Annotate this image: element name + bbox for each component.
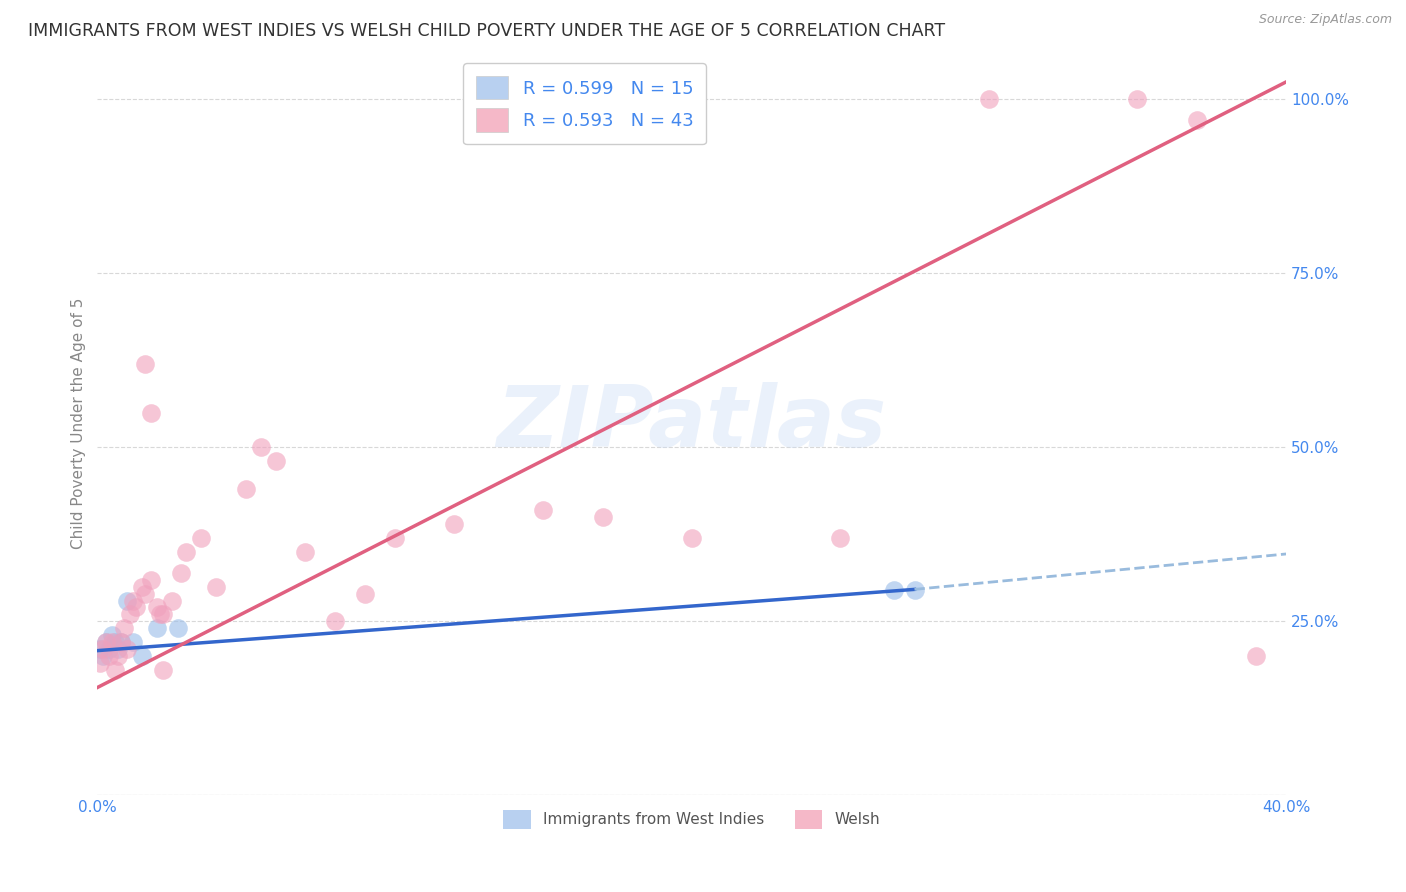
Point	[205, 580, 228, 594]
Text: ZIPatlas: ZIPatlas	[496, 382, 887, 465]
Point	[101, 628, 124, 642]
Text: IMMIGRANTS FROM WEST INDIES VS WELSH CHILD POVERTY UNDER THE AGE OF 5 CORRELATIO: IMMIGRANTS FROM WEST INDIES VS WELSH CHI…	[28, 22, 945, 40]
Point	[681, 531, 703, 545]
Point	[384, 531, 406, 545]
Point	[115, 593, 138, 607]
Point	[110, 635, 132, 649]
Point	[249, 441, 271, 455]
Point	[115, 642, 138, 657]
Point	[98, 649, 121, 664]
Point	[903, 583, 925, 598]
Point	[107, 642, 129, 657]
Y-axis label: Child Poverty Under the Age of 5: Child Poverty Under the Age of 5	[72, 297, 86, 549]
Point	[122, 635, 145, 649]
Point	[112, 621, 135, 635]
Point	[592, 510, 614, 524]
Point	[107, 649, 129, 664]
Point	[104, 635, 127, 649]
Point	[1126, 92, 1149, 106]
Point	[152, 663, 174, 677]
Point	[235, 482, 257, 496]
Point	[353, 586, 375, 600]
Point	[146, 600, 169, 615]
Point	[176, 545, 198, 559]
Point	[146, 621, 169, 635]
Point	[264, 454, 287, 468]
Point	[110, 635, 132, 649]
Point	[323, 615, 346, 629]
Point	[122, 593, 145, 607]
Point	[91, 642, 114, 657]
Point	[89, 656, 111, 670]
Point	[190, 531, 212, 545]
Point	[118, 607, 141, 622]
Point	[531, 503, 554, 517]
Point	[977, 92, 1000, 106]
Point	[152, 607, 174, 622]
Point	[104, 663, 127, 677]
Point	[149, 607, 172, 622]
Point	[139, 406, 162, 420]
Point	[294, 545, 316, 559]
Point	[89, 642, 111, 657]
Point	[139, 573, 162, 587]
Point	[91, 649, 114, 664]
Text: Source: ZipAtlas.com: Source: ZipAtlas.com	[1258, 13, 1392, 27]
Point	[160, 593, 183, 607]
Point	[169, 566, 191, 580]
Point	[131, 580, 153, 594]
Point	[96, 635, 118, 649]
Point	[1244, 649, 1267, 664]
Point	[125, 600, 148, 615]
Point	[166, 621, 188, 635]
Point	[134, 357, 156, 371]
Point	[101, 635, 124, 649]
Point	[98, 642, 121, 657]
Point	[443, 516, 465, 531]
Point	[1185, 113, 1208, 128]
Point	[883, 583, 905, 598]
Point	[96, 635, 118, 649]
Legend: Immigrants from West Indies, Welsh: Immigrants from West Indies, Welsh	[495, 802, 887, 836]
Point	[830, 531, 852, 545]
Point	[134, 586, 156, 600]
Point	[131, 649, 153, 664]
